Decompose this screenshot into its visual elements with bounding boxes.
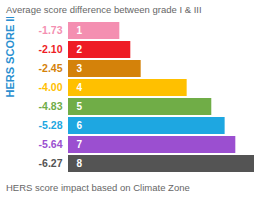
svg-text:8: 8 [77, 158, 83, 169]
svg-text:1: 1 [77, 25, 83, 36]
svg-text:-4.00: -4.00 [39, 81, 63, 93]
svg-text:4: 4 [77, 82, 83, 93]
svg-text:-5.64: -5.64 [39, 138, 63, 150]
svg-text:-4.83: -4.83 [39, 100, 63, 112]
svg-text:6: 6 [77, 120, 83, 131]
svg-text:-2.10: -2.10 [39, 43, 63, 55]
svg-text:-2.45: -2.45 [39, 62, 63, 74]
svg-text:7: 7 [77, 139, 83, 150]
svg-text:3: 3 [77, 63, 83, 74]
html-text:HERS score impact based on Cli: HERS score impact based on Climate Zone [6, 182, 190, 193]
svg-text:2: 2 [77, 44, 83, 55]
svg-text:-6.27: -6.27 [39, 157, 63, 169]
svg-text:-5.28: -5.28 [39, 119, 63, 131]
svg-text:HERS SCORE IMPACT: HERS SCORE IMPACT [4, 17, 16, 98]
html-text:Average score difference betwe: Average score difference between grade I… [6, 4, 202, 15]
svg-text:-1.73: -1.73 [39, 24, 63, 36]
svg-text:5: 5 [77, 101, 83, 112]
